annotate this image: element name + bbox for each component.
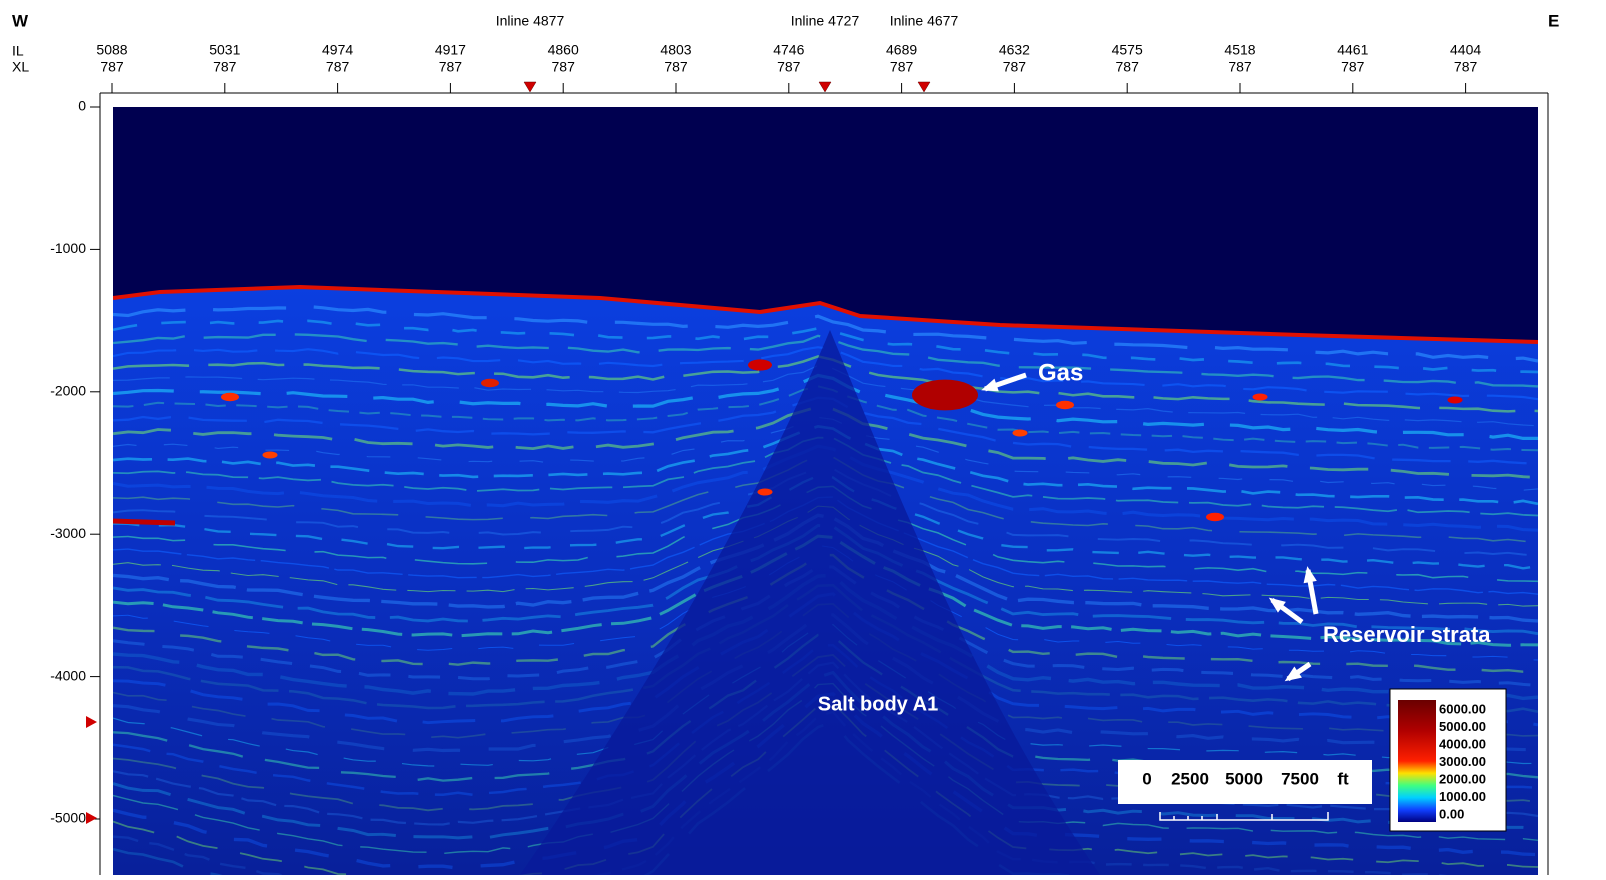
scale-label: 2500 xyxy=(1171,769,1209,788)
il-value: 4689 xyxy=(886,42,917,58)
amplitude-anomaly xyxy=(758,489,773,496)
il-value: 4974 xyxy=(322,42,353,58)
colorbar-gradient xyxy=(1398,700,1436,822)
colorbar-label: 3000.00 xyxy=(1439,754,1486,769)
il-value: 4746 xyxy=(773,42,804,58)
amplitude-anomaly xyxy=(1448,397,1463,404)
il-value: 4803 xyxy=(660,42,691,58)
xl-value: 787 xyxy=(1116,59,1140,75)
seismic-image xyxy=(113,107,1538,875)
depth-label: -3000 xyxy=(50,525,86,541)
amplitude-anomaly xyxy=(481,379,499,387)
amplitude-anomaly xyxy=(263,452,278,459)
amplitude-anomaly xyxy=(1056,401,1074,409)
amplitude-anomaly xyxy=(1253,394,1268,401)
colorbar-label: 6000.00 xyxy=(1439,701,1486,716)
east-label: E xyxy=(1548,11,1559,30)
colorbar-label: 4000.00 xyxy=(1439,736,1486,751)
colorbar-label: 1000.00 xyxy=(1439,789,1486,804)
il-value: 4518 xyxy=(1224,42,1255,58)
il-value: 4632 xyxy=(999,42,1030,58)
il-value: 4860 xyxy=(548,42,579,58)
il-value: 4404 xyxy=(1450,42,1481,58)
page: W E IL XL Gas Reservoir strata Salt body A… xyxy=(0,0,1606,875)
amplitude-anomaly xyxy=(1013,430,1028,437)
xl-value: 787 xyxy=(1003,59,1027,75)
inline-marker xyxy=(918,82,930,92)
scale-label: 7500 xyxy=(1281,769,1319,788)
salt-label: Salt body A1 xyxy=(818,693,938,715)
amplitude-anomaly xyxy=(221,393,239,401)
depth-marker xyxy=(86,716,97,728)
il-value: 5031 xyxy=(209,42,240,58)
xl-value: 787 xyxy=(326,59,350,75)
il-label: IL xyxy=(12,43,24,59)
il-value: 4575 xyxy=(1112,42,1143,58)
depth-label: -4000 xyxy=(50,667,86,683)
depth-marker xyxy=(86,812,97,824)
xl-value: 787 xyxy=(213,59,237,75)
depth-label: -5000 xyxy=(50,810,86,826)
amplitude-anomaly xyxy=(912,380,978,411)
il-value: 4917 xyxy=(435,42,466,58)
xl-value: 787 xyxy=(1454,59,1478,75)
bright-reflector xyxy=(113,521,175,523)
scale-label: ft xyxy=(1337,769,1349,788)
amplitude-anomaly xyxy=(748,359,772,370)
colorbar-label: 2000.00 xyxy=(1439,771,1486,786)
xl-value: 787 xyxy=(1228,59,1252,75)
inline-marker xyxy=(819,82,831,92)
depth-label: -2000 xyxy=(50,383,86,399)
xl-label: XL xyxy=(12,59,29,75)
depth-label: 0 xyxy=(78,98,86,114)
depth-label: -1000 xyxy=(50,240,86,256)
xl-value: 787 xyxy=(100,59,124,75)
xl-value: 787 xyxy=(439,59,463,75)
xl-value: 787 xyxy=(552,59,576,75)
inline-marker xyxy=(524,82,536,92)
seismic-view: W E IL XL Gas Reservoir strata Salt body A… xyxy=(0,0,1606,875)
xl-value: 787 xyxy=(664,59,688,75)
colorbar-label: 5000.00 xyxy=(1439,719,1486,734)
amplitude-anomaly xyxy=(1206,513,1224,521)
xl-value: 787 xyxy=(890,59,914,75)
gas-label: Gas xyxy=(1038,359,1083,386)
il-value: 5088 xyxy=(96,42,127,58)
xl-value: 787 xyxy=(1341,59,1365,75)
inline-label: Inline 4877 xyxy=(496,13,565,29)
il-value: 4461 xyxy=(1337,42,1368,58)
scale-label: 5000 xyxy=(1225,769,1263,788)
inline-label: Inline 4727 xyxy=(791,13,860,29)
west-label: W xyxy=(12,11,29,30)
inline-label: Inline 4677 xyxy=(890,13,959,29)
scale-label: 0 xyxy=(1142,769,1151,788)
xl-value: 787 xyxy=(777,59,801,75)
reservoir-label: Reservoir strata xyxy=(1323,622,1491,647)
colorbar-label: 0.00 xyxy=(1439,806,1464,821)
